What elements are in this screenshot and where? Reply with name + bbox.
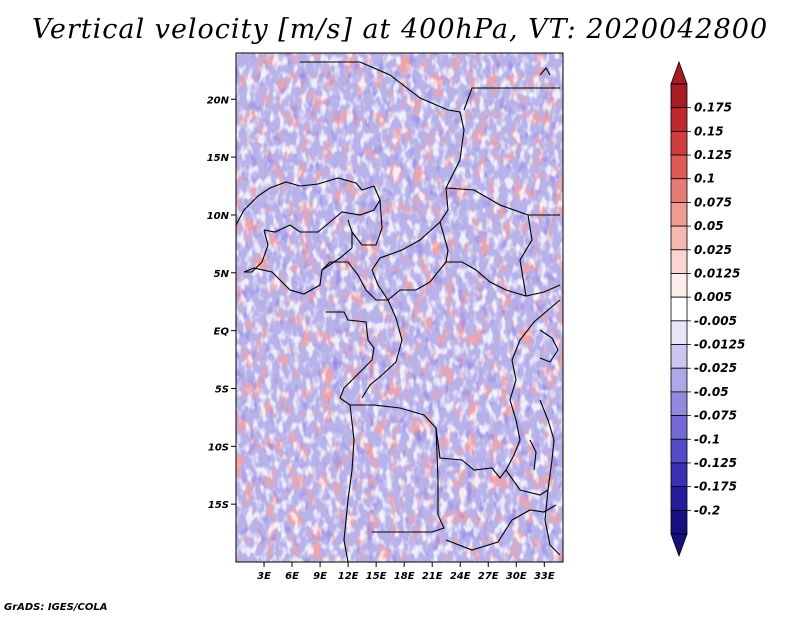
colorbar-swatch: [670, 509, 688, 535]
colorbar-label: 0.05: [694, 219, 724, 233]
colorbar-label: 0.125: [694, 148, 732, 162]
colorbar-label: 0.15: [694, 124, 724, 138]
colorbar-swatch: [670, 462, 688, 488]
colorbar: 0.175 0.15 0.125 0.1 0.075 0.05 0.025 0.0125 0.0…: [670, 60, 745, 558]
colorbar-label: 0.0125: [694, 266, 740, 280]
colorbar-swatch: [670, 296, 688, 322]
x-tick-label: 12E: [338, 571, 359, 582]
colorbar-swatch: [670, 225, 688, 251]
colorbar-swatch: [670, 202, 688, 227]
colorbar-label: 0.005: [694, 290, 732, 304]
colorbar-swatch: [670, 391, 688, 416]
x-tick-label: 21E: [422, 571, 443, 582]
colorbar-swatch: [670, 486, 688, 511]
colorbar-swatch: [670, 130, 688, 156]
map-field: [236, 53, 563, 562]
colorbar-swatch: [670, 320, 688, 345]
colorbar-label: -0.005: [694, 314, 737, 328]
colorbar-label: 0.175: [694, 101, 732, 115]
y-tick-label: 10N: [207, 211, 230, 222]
x-tick-label: 15E: [366, 571, 387, 582]
plot-frame: [235, 52, 564, 563]
colorbar-label: -0.1: [694, 432, 720, 446]
colorbar-label: -0.0125: [694, 338, 745, 352]
colorbar-overflow-high: [670, 60, 688, 85]
colorbar-label: -0.025: [694, 361, 737, 375]
x-tick-label: 30E: [506, 571, 527, 582]
colorbar-overflow-low: [670, 533, 688, 558]
x-tick-label: 33E: [534, 571, 555, 582]
colorbar-swatch: [670, 344, 688, 369]
colorbar-swatch: [670, 367, 688, 393]
y-axis: 20N 15N 10N 5N EQ 5S 10S 15S: [207, 95, 236, 511]
colorbar-swatch: [670, 107, 688, 132]
colorbar-swatch: [670, 415, 688, 440]
x-tick-label: 27E: [478, 571, 499, 582]
x-tick-label: 18E: [394, 571, 415, 582]
y-tick-label: 10S: [208, 442, 229, 453]
colorbar-swatch: [670, 249, 688, 274]
colorbar-label: 0.075: [694, 195, 732, 209]
country-boundaries: [236, 61, 561, 562]
y-tick-label: EQ: [214, 327, 230, 338]
chart-title: Vertical velocity [m/s] at 400hPa, VT: 2…: [31, 14, 769, 45]
x-tick-label: 24E: [450, 571, 471, 582]
colorbar-swatch: [670, 154, 688, 180]
colorbar-label: -0.075: [694, 409, 737, 423]
credit-label: GrADS: IGES/COLA: [4, 602, 108, 613]
x-axis: 3E 6E 9E 12E 15E 18E 21E 24E 27E 30E 33E: [257, 562, 555, 582]
y-tick-label: 15S: [208, 500, 229, 511]
y-tick-label: 5S: [215, 384, 229, 395]
colorbar-swatch: [670, 83, 688, 109]
x-tick-label: 9E: [313, 571, 327, 582]
colorbar-swatch: [670, 438, 688, 464]
colorbar-label: -0.125: [694, 456, 737, 470]
y-tick-label: 15N: [207, 153, 230, 164]
x-tick-label: 3E: [257, 571, 271, 582]
colorbar-swatch: [670, 273, 688, 298]
colorbar-label: -0.05: [694, 385, 729, 399]
colorbar-swatch: [670, 178, 688, 203]
y-tick-label: 20N: [207, 95, 230, 106]
colorbar-label: 0.025: [694, 243, 732, 257]
colorbar-label: -0.2: [694, 503, 720, 517]
y-tick-label: 5N: [214, 269, 230, 280]
colorbar-label: 0.1: [694, 172, 715, 186]
x-tick-label: 6E: [285, 571, 299, 582]
colorbar-label: -0.175: [694, 480, 737, 494]
